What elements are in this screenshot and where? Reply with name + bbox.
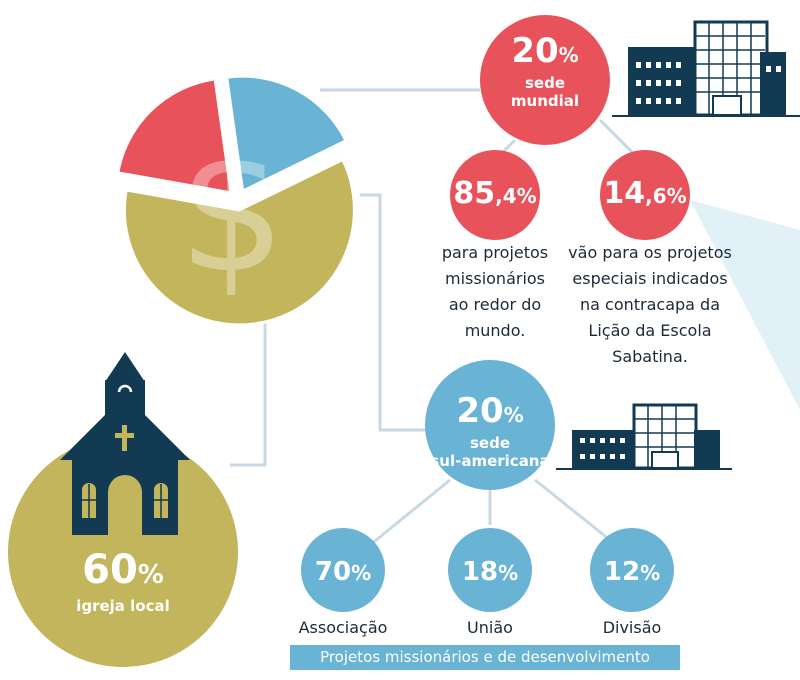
sede-sul-americana-circle [425, 360, 555, 490]
uniao-label: União [467, 618, 513, 637]
projetos-especiais-label: 14,6% [603, 176, 687, 211]
sede-mundial-text-2: mundial [510, 92, 580, 110]
connector-pie-to-church [230, 320, 267, 467]
south-building-icon [556, 403, 732, 470]
projetos-missionarios-value: 85 [453, 176, 496, 211]
igreja-local-text: igreja local [76, 597, 170, 615]
sede-sul-americana-text-2: sul-americana [430, 452, 550, 470]
uniao-value-label: 18% [461, 557, 519, 587]
sede-sul-americana-label: 20% sede sul-americana [420, 392, 560, 470]
pie-slice-sede-mundial [116, 77, 233, 195]
pie-slice-igreja-local [122, 157, 356, 327]
dollar-sign-icon: $ [178, 113, 286, 311]
sede-sul-americana-text-1: sede [469, 434, 510, 452]
projetos-missionarios-desc: para projetos missionários ao redor do m… [441, 243, 549, 340]
projetos-missionarios-circle [450, 150, 540, 240]
connector-south-to-70 [369, 478, 451, 547]
connector-lines [230, 88, 642, 547]
divisao-label: Divisão [602, 618, 662, 637]
projetos-especiais-desc: vão para os projetos especiais indicados… [568, 243, 732, 366]
connector-pie-to-south [360, 193, 430, 432]
sede-mundial-circle [480, 15, 610, 145]
projetos-missionarios-label: 85,4% [453, 176, 537, 211]
pie-slice-sede-sul-americana [224, 74, 349, 194]
projetos-especiais-circle [600, 150, 690, 240]
igreja-local-circle [8, 437, 238, 667]
world-building-icon [612, 20, 800, 117]
divisao-circle [590, 528, 674, 612]
associacao-circle [301, 528, 385, 612]
connector-south-to-12 [534, 478, 611, 542]
light-beam [690, 200, 800, 410]
sede-mundial-text-1: sede [524, 74, 565, 92]
projetos-especiais-value: 14 [603, 176, 646, 211]
sede-mundial-label: 20% sede mundial [480, 32, 610, 110]
church-icon [60, 352, 190, 535]
pie-chart: $ [116, 74, 356, 327]
igreja-local-value: 60 [82, 547, 138, 593]
associacao-label: Associação [298, 618, 388, 637]
igreja-local-label: 60% igreja local [63, 548, 183, 615]
associacao-value-label: 70% [314, 557, 372, 587]
sede-mundial-value: 20 [511, 31, 559, 71]
sede-sul-americana-value: 20 [456, 391, 504, 431]
uniao-circle [448, 528, 532, 612]
projetos-desenvolvimento-bar: Projetos missionários e de desenvolvimen… [290, 645, 680, 670]
divisao-value-label: 12% [603, 557, 661, 587]
